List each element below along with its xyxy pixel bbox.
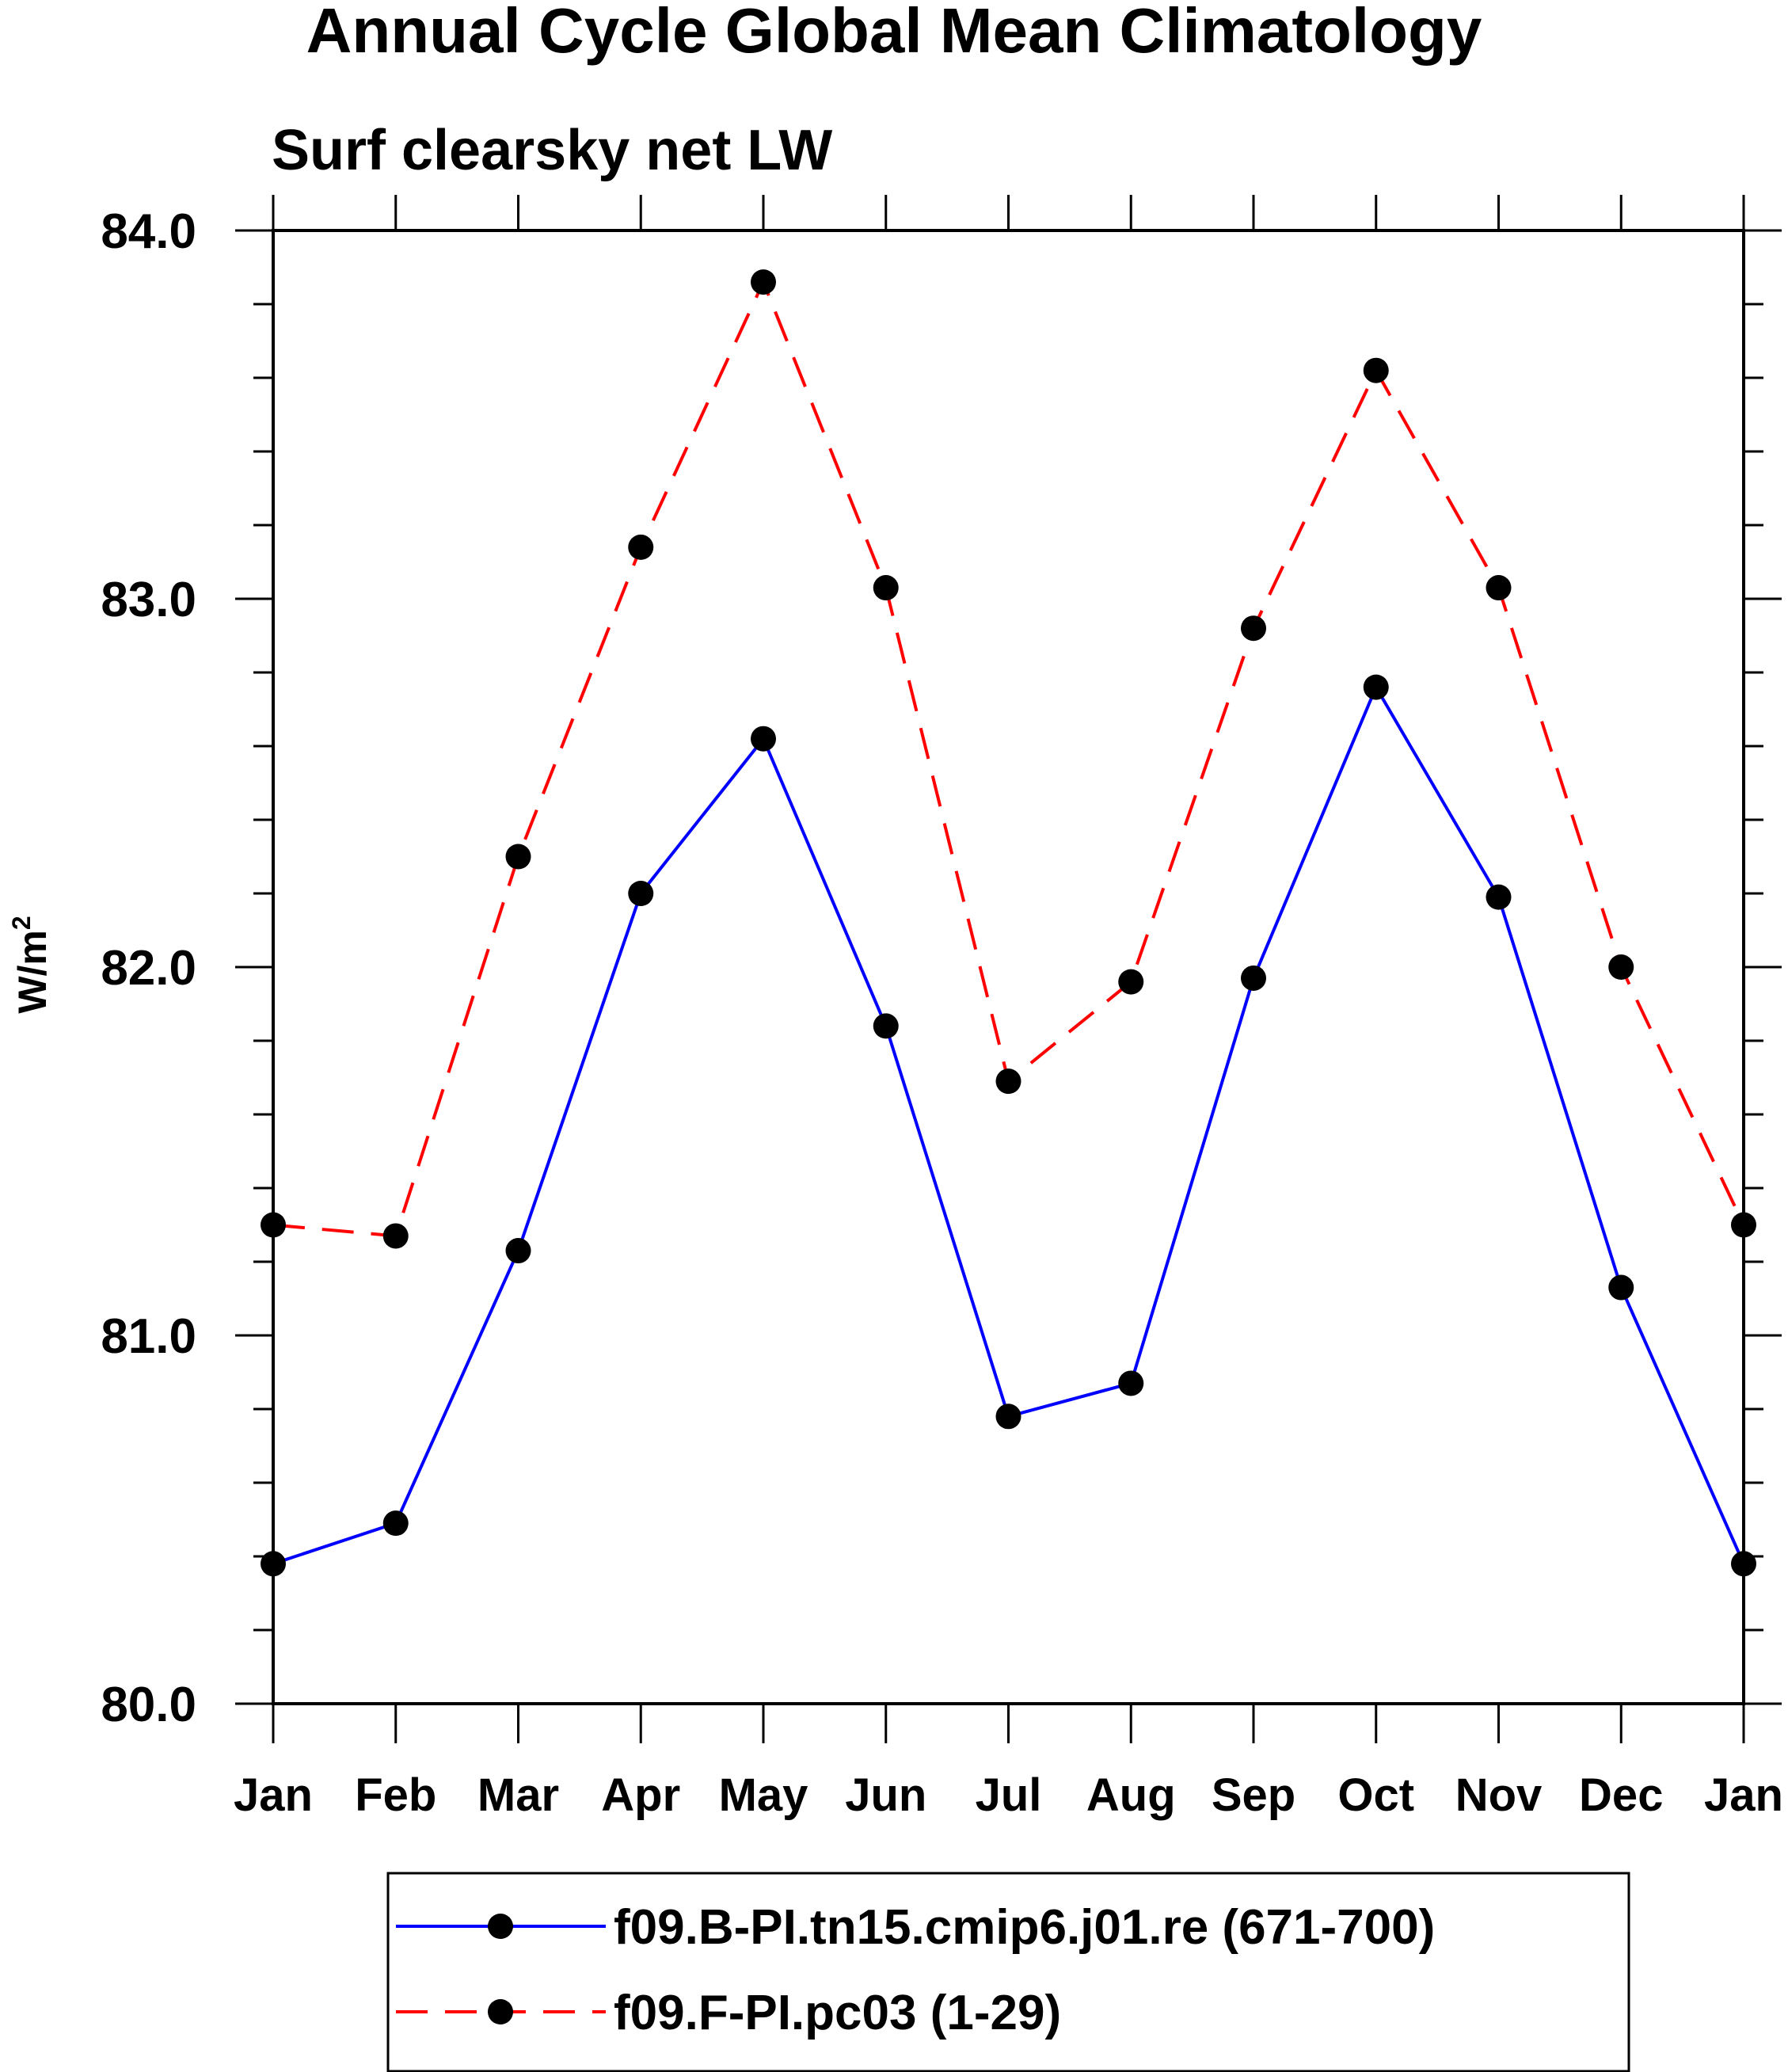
data-point-series-1 <box>1731 1551 1756 1577</box>
data-point-series-2 <box>1118 969 1144 995</box>
axis-ticks <box>235 195 1782 1743</box>
data-point-series-2 <box>261 1212 286 1238</box>
y-axis-label-base: W/m <box>10 930 55 1014</box>
legend-box <box>386 1872 1630 2072</box>
y-tick-label: 80.0 <box>101 1678 196 1732</box>
legend-marker-series-2 <box>488 1999 513 2024</box>
data-point-series-2 <box>628 534 654 560</box>
tick-labels: Jan Feb Mar Apr May Jun Jul Aug Sep Oct Nov Dec Jan 8… <box>101 204 1783 1821</box>
x-tick-label: Feb <box>355 1769 436 1821</box>
data-point-series-1 <box>628 881 654 906</box>
data-point-series-1 <box>261 1551 286 1577</box>
data-point-series-2 <box>1486 575 1512 601</box>
data-point-series-2 <box>751 269 776 295</box>
data-point-series-1 <box>751 726 776 752</box>
data-point-series-2 <box>1608 954 1634 980</box>
data-point-series-2 <box>382 1223 409 1249</box>
x-tick-label: Nov <box>1455 1769 1543 1821</box>
x-tick-label: Jan <box>1704 1769 1783 1821</box>
data-point-series-1 <box>1241 965 1266 991</box>
data-point-series-2 <box>1363 357 1389 383</box>
legend-marker-series-1 <box>488 1914 513 1939</box>
series-layer <box>261 269 1756 1577</box>
series-line-1 <box>272 684 1745 1566</box>
plot-frame <box>272 229 1745 1705</box>
data-point-series-1 <box>505 1238 531 1264</box>
x-tick-label: Jan <box>234 1769 313 1821</box>
data-point-series-2 <box>1731 1212 1756 1238</box>
data-point-series-1 <box>1486 884 1512 910</box>
legend: f09.B-PI.tn15.cmip6.j01.re (671-700) f09.… <box>386 1872 1630 2072</box>
x-tick-label: Sep <box>1212 1769 1295 1821</box>
x-tick-label: Dec <box>1579 1769 1663 1821</box>
data-point-series-1 <box>1363 674 1389 700</box>
x-tick-label: May <box>719 1769 808 1821</box>
x-tick-label: Apr <box>601 1769 680 1821</box>
data-point-series-1 <box>873 1013 899 1039</box>
data-point-series-2 <box>995 1068 1021 1095</box>
y-axis-label-superscript: 2 <box>7 916 36 930</box>
y-tick-label: 81.0 <box>101 1309 196 1364</box>
y-axis-label: W/m2 <box>7 916 55 1013</box>
chart-subtitle: Surf clearsky net LW <box>272 119 832 182</box>
legend-label-series-2: f09.F-PI.pc03 (1-29) <box>614 1986 1061 2040</box>
data-point-series-1 <box>1118 1370 1144 1396</box>
y-tick-label: 84.0 <box>101 204 196 259</box>
x-tick-label: Jul <box>976 1769 1042 1821</box>
data-point-series-2 <box>505 844 531 870</box>
legend-label-series-1: f09.B-PI.tn15.cmip6.j01.re (671-700) <box>614 1900 1435 1955</box>
y-tick-label: 82.0 <box>101 941 196 996</box>
x-tick-label: Jun <box>845 1769 926 1821</box>
data-point-series-1 <box>1608 1274 1634 1301</box>
x-tick-label: Oct <box>1337 1769 1414 1821</box>
data-point-series-2 <box>1241 615 1266 642</box>
data-point-series-1 <box>995 1404 1021 1430</box>
data-point-series-2 <box>873 575 899 601</box>
y-tick-label: 83.0 <box>101 573 196 627</box>
chart-title: Annual Cycle Global Mean Climatology <box>306 0 1482 66</box>
x-tick-label: Aug <box>1086 1769 1176 1821</box>
x-tick-label: Mar <box>477 1769 559 1821</box>
data-point-series-1 <box>382 1510 409 1537</box>
